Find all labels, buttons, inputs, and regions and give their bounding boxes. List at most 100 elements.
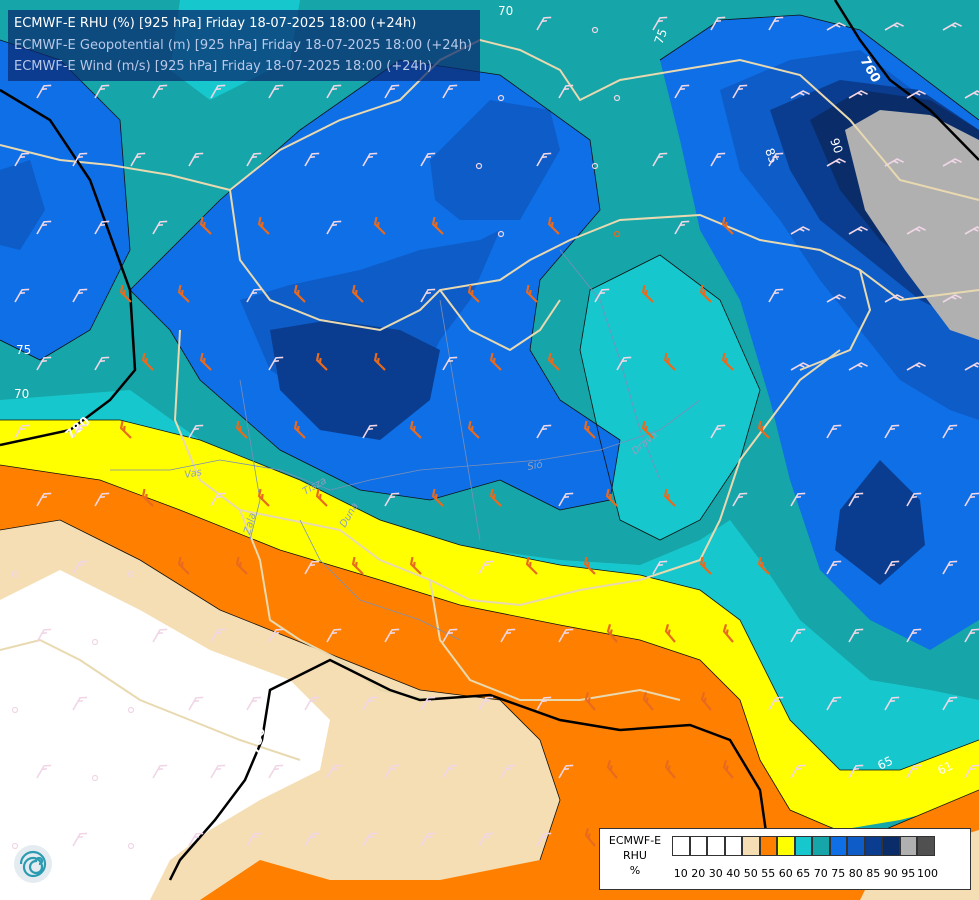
- rhu-zone-80-e: [835, 460, 925, 585]
- wind-barb-icon: [478, 696, 494, 711]
- rhu-zone-80-c: [0, 160, 45, 250]
- wind-barb-icon: [409, 556, 422, 575]
- wind-barb-icon: [36, 628, 52, 643]
- wind-barb-icon: [442, 84, 458, 99]
- legend-tick-label: 65: [796, 867, 811, 880]
- wind-barb-icon: [710, 16, 726, 31]
- legend-unit: %: [629, 864, 641, 877]
- wind-barb-icon: [536, 696, 552, 711]
- wind-barb-icon: [36, 84, 52, 99]
- wind-barb-icon: [906, 226, 926, 235]
- wind-barb-icon: [605, 488, 618, 507]
- legend-swatch: [707, 836, 725, 856]
- wind-barb-icon: [293, 284, 306, 303]
- wind-barb-icon: [768, 152, 784, 167]
- wind-barb-icon: [558, 764, 574, 779]
- legend-model: ECMWF-E: [608, 834, 662, 847]
- wind-barb-icon: [942, 158, 962, 167]
- wind-barb-icon: [674, 220, 690, 235]
- river-label: Sió: [526, 458, 543, 472]
- legend-swatches: [672, 836, 935, 856]
- wind-barb-icon: [884, 22, 904, 31]
- wind-barb-icon: [14, 288, 30, 303]
- wind-barb-icon: [757, 420, 770, 439]
- wind-barb-icon: [722, 760, 734, 779]
- rhu-zone-40: [0, 570, 330, 900]
- wind-barb-icon: [536, 424, 552, 439]
- wind-barb-icon: [188, 152, 204, 167]
- wind-barb-icon: [942, 22, 962, 31]
- geopotential-760: [833, 0, 979, 161]
- wind-barb-icon: [326, 220, 342, 235]
- rhu-contour-label: 75: [16, 343, 31, 357]
- wind-barb-icon: [848, 764, 864, 779]
- wind-barb-icon: [373, 216, 386, 235]
- wind-barb-icon: [942, 560, 958, 575]
- wind-barb-icon: [152, 628, 168, 643]
- wind-barb-icon: [942, 696, 958, 711]
- wind-barb-icon: [558, 628, 574, 643]
- wind-barb-icon: [606, 624, 618, 643]
- wind-barb-icon: [152, 84, 168, 99]
- wind-barb-icon: [141, 352, 154, 371]
- wind-barb-icon: [326, 84, 342, 99]
- wind-barb-icon: [848, 362, 868, 371]
- wind-barb-icon: [304, 152, 320, 167]
- wind-barb-icon: [906, 90, 926, 99]
- wind-barb-icon: [964, 492, 979, 507]
- wind-barb-icon: [315, 488, 328, 507]
- calm-wind-icon: [11, 706, 19, 714]
- wind-barb-icon: [409, 420, 422, 439]
- wind-barb-icon: [210, 492, 226, 507]
- wind-barb-icon: [246, 288, 262, 303]
- ecmwf-spiral-logo-icon: [14, 845, 52, 883]
- wind-barb-icon: [606, 760, 618, 779]
- legend-swatch: [794, 836, 812, 856]
- wind-barb-icon: [119, 284, 132, 303]
- wind-barb-icon: [14, 424, 30, 439]
- title-rhu: ECMWF-E RHU (%) [925 hPa] Friday 18-07-2…: [14, 16, 417, 31]
- rhu-contour-label: 70: [14, 387, 29, 401]
- wind-barb-icon: [884, 560, 900, 575]
- wind-barb-icon: [119, 420, 132, 439]
- legend-tick-label: 80: [848, 867, 863, 880]
- wind-barb-icon: [431, 216, 444, 235]
- wind-barb-icon: [199, 352, 212, 371]
- wind-barb-icon: [141, 488, 154, 507]
- wind-barb-icon: [72, 152, 88, 167]
- wind-barb-icon: [884, 696, 900, 711]
- rhu-zone-85-a: [270, 320, 440, 440]
- wind-barb-icon: [964, 628, 979, 643]
- wind-barb-icon: [583, 556, 596, 575]
- wind-barb-icon: [362, 424, 378, 439]
- wind-barb-icon: [584, 692, 596, 711]
- wind-barb-icon: [94, 356, 110, 371]
- wind-barb-icon: [652, 16, 668, 31]
- wind-barb-icon: [94, 220, 110, 235]
- legend-swatch: [759, 836, 777, 856]
- wind-barb-icon: [36, 220, 52, 235]
- wind-barb-icon: [768, 696, 784, 711]
- legend-tick-label: 30: [708, 867, 723, 880]
- wind-barb-icon: [790, 90, 810, 99]
- wind-barb-icon: [699, 284, 712, 303]
- legend-tick-label: 85: [866, 867, 881, 880]
- wind-barb-icon: [525, 284, 538, 303]
- wind-barb-icon: [826, 696, 842, 711]
- wind-barb-icon: [268, 84, 284, 99]
- calm-wind-icon: [127, 570, 135, 578]
- legend-swatch: [812, 836, 830, 856]
- wind-barb-icon: [130, 152, 146, 167]
- wind-barb-icon: [235, 556, 248, 575]
- wind-barb-icon: [884, 158, 904, 167]
- wind-barb-icon: [652, 560, 668, 575]
- wind-barb-icon: [721, 216, 734, 235]
- wind-barb-icon: [362, 696, 378, 711]
- wind-barb-icon: [188, 424, 204, 439]
- wind-barb-icon: [442, 356, 458, 371]
- rivers: [110, 249, 701, 641]
- wind-barb-icon: [152, 220, 168, 235]
- legend-swatch: [899, 836, 917, 856]
- wind-barb-icon: [700, 692, 712, 711]
- wind-barb-icon: [699, 556, 712, 575]
